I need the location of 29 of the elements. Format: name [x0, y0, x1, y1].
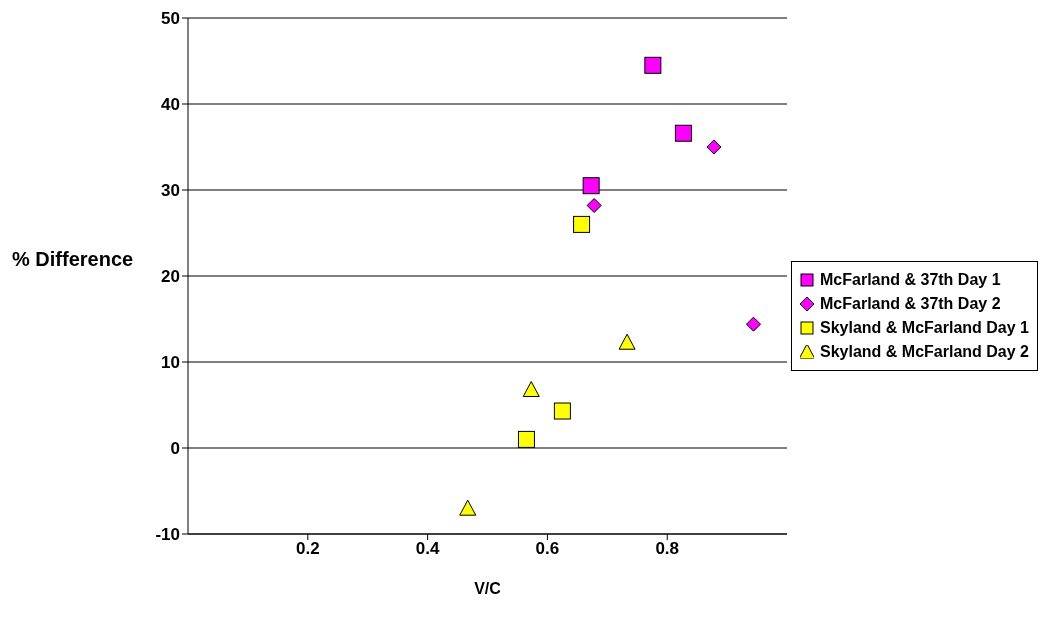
x-tick-label: 0.6 — [535, 539, 560, 559]
point — [644, 56, 662, 74]
point — [582, 177, 600, 195]
point — [674, 124, 692, 142]
x-tick-label: 0.8 — [655, 539, 680, 559]
y-tick-label: 20 — [161, 267, 180, 287]
legend-label: Skyland & McFarland Day 1 — [820, 318, 1029, 338]
legend-label: McFarland & 37th Day 1 — [820, 270, 1001, 290]
legend-label: Skyland & McFarland Day 2 — [820, 342, 1029, 362]
point — [517, 430, 535, 448]
y-tick-label: -10 — [155, 525, 180, 545]
y-tick-label: 10 — [161, 353, 180, 373]
y-tick-label: 0 — [170, 439, 180, 459]
point — [586, 197, 602, 213]
point — [573, 215, 591, 233]
point — [745, 316, 761, 332]
point — [706, 139, 722, 155]
point — [522, 381, 540, 398]
point — [553, 402, 571, 420]
y-tick-label: 40 — [161, 95, 180, 115]
legend-label: McFarland & 37th Day 2 — [820, 294, 1001, 314]
y-tick-label: 30 — [161, 181, 180, 201]
x-axis-title: V/C — [474, 580, 502, 597]
x-tick-label: 0.2 — [295, 539, 320, 559]
y-axis-title: % Difference — [12, 248, 134, 271]
point — [618, 333, 636, 350]
point — [459, 499, 477, 516]
x-tick-label: 0.4 — [415, 539, 440, 559]
y-tick-label: 50 — [161, 9, 180, 29]
